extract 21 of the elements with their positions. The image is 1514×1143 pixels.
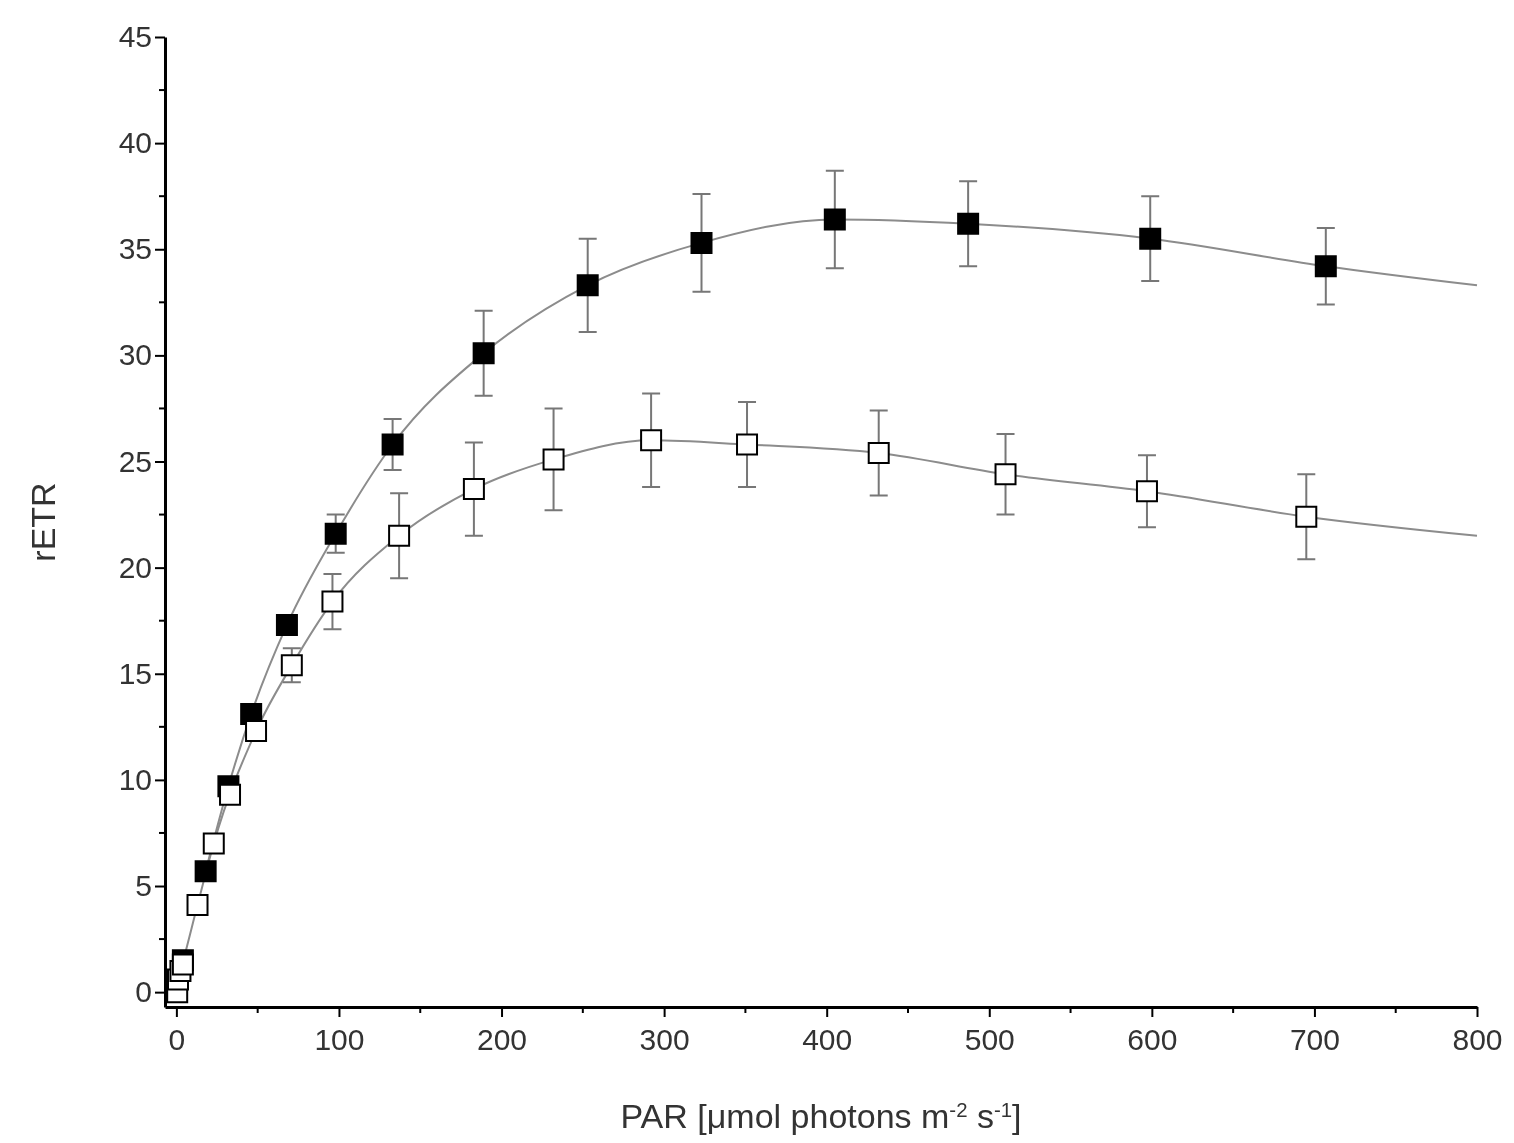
y-tick-label: 25 [118, 444, 152, 478]
x-tick-label: 200 [477, 1023, 528, 1056]
y-axis-title: rETR [24, 482, 62, 562]
x-tick-label: 100 [314, 1023, 365, 1056]
y-tick-label: 15 [118, 656, 152, 690]
y-tick-label: 40 [118, 126, 152, 160]
x-tick-label: 800 [1452, 1023, 1503, 1056]
y-tick-label: 45 [118, 20, 152, 54]
y-tick-label: 0 [135, 975, 152, 1009]
y-tick-label: 20 [118, 550, 152, 584]
y-tick-label: 35 [118, 232, 152, 266]
x-tick-label: 0 [168, 1023, 186, 1056]
y-tick-label: 30 [118, 338, 152, 372]
x-tick-label: 400 [802, 1023, 853, 1056]
x-tick-label: 700 [1289, 1023, 1340, 1056]
y-tick-label: 5 [135, 869, 152, 903]
x-axis-title: PAR [μmol photons m$^{-2}$ s$^{-1}$] [620, 1097, 1022, 1135]
y-tick-label: 10 [118, 762, 152, 796]
x-tick-label: 300 [639, 1023, 690, 1056]
x-tick-label: 600 [1127, 1023, 1178, 1056]
x-tick-label: 500 [964, 1023, 1015, 1056]
